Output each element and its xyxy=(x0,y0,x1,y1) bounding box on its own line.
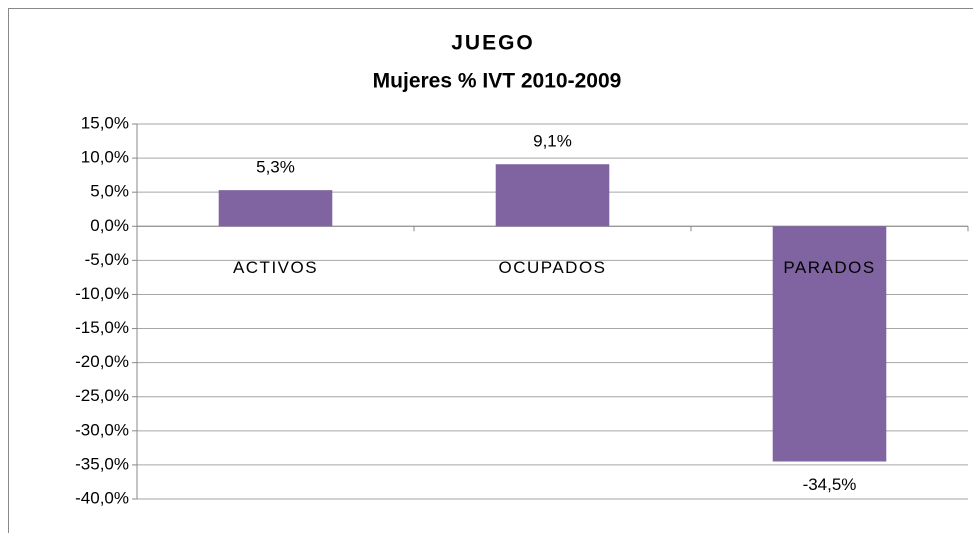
y-tick-label: 5,0% xyxy=(90,182,129,201)
x-tick-label: ACTIVOS xyxy=(233,258,318,277)
data-label: 5,3% xyxy=(256,158,295,177)
data-label: -34,5% xyxy=(803,475,857,494)
y-tick-label: -15,0% xyxy=(75,318,129,337)
chart-title: JUEGO xyxy=(451,32,535,55)
y-tick-label: -25,0% xyxy=(75,386,129,405)
y-tick-label: -20,0% xyxy=(75,352,129,371)
bar xyxy=(772,226,887,462)
data-label: 9,1% xyxy=(533,132,572,151)
y-tick-label: -30,0% xyxy=(75,420,129,439)
y-tick-label: -40,0% xyxy=(75,488,129,507)
y-tick-label: 0,0% xyxy=(90,216,129,235)
chart-subtitle: Mujeres % IVT 2010-2009 xyxy=(373,70,622,93)
x-tick-label: OCUPADOS xyxy=(498,258,606,277)
y-tick-label: 15,0% xyxy=(81,113,129,132)
y-tick-label: -35,0% xyxy=(75,454,129,473)
y-tick-label: -5,0% xyxy=(85,250,129,269)
bar xyxy=(218,190,333,227)
bar xyxy=(495,164,610,227)
x-tick-label: PARADOS xyxy=(783,258,875,277)
y-tick-label: 10,0% xyxy=(81,148,129,167)
y-tick-label: -10,0% xyxy=(75,284,129,303)
